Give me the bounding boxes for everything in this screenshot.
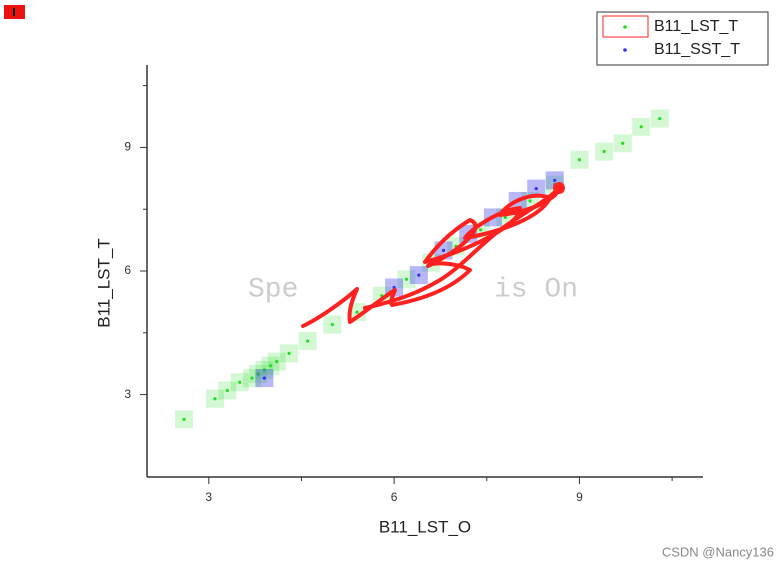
annotation-dot (553, 182, 565, 194)
annotation-scribble (363, 190, 557, 310)
point (503, 215, 507, 220)
watermark: CSDN @Nancy136 (662, 544, 774, 559)
point (287, 351, 291, 355)
point (441, 248, 446, 252)
point (658, 116, 662, 121)
point (479, 228, 483, 232)
point (602, 149, 606, 154)
point (355, 310, 359, 314)
overlay-text: Spe (248, 274, 298, 305)
legend-marker (623, 25, 627, 29)
corner-badge-mark (13, 8, 15, 16)
legend-label: B11_SST_T (654, 41, 740, 58)
x-tick-label: 9 (576, 490, 583, 504)
point (238, 380, 242, 384)
point (182, 417, 186, 421)
point (534, 187, 538, 191)
y-axis-label: B11_LST_T (94, 238, 113, 327)
point (213, 397, 217, 401)
legend-label: B11_LST_T (654, 18, 738, 35)
annotation-scribble (301, 186, 562, 328)
x-tick-label: 6 (391, 490, 398, 504)
point (404, 277, 409, 281)
y-tick-label: 9 (124, 140, 131, 154)
point (262, 368, 266, 372)
point (306, 339, 310, 343)
point (256, 372, 260, 376)
overlay-text: is On (494, 274, 578, 305)
legend-marker (623, 48, 627, 52)
point (262, 376, 266, 380)
point (225, 388, 229, 393)
point (528, 199, 532, 203)
point (417, 273, 421, 277)
x-tick-label: 3 (205, 490, 212, 504)
y-tick-label: 3 (124, 387, 131, 401)
point (577, 158, 582, 162)
point (330, 322, 334, 327)
point (621, 141, 625, 145)
y-tick-label: 6 (124, 263, 131, 277)
legend-box (596, 11, 769, 66)
point (275, 360, 279, 364)
point (250, 376, 254, 380)
point (553, 178, 557, 182)
point (639, 125, 643, 129)
legend-highlight (602, 15, 649, 38)
point (268, 364, 273, 368)
plot-area (175, 109, 669, 429)
x-axis-label: B11_LST_O (379, 517, 471, 536)
